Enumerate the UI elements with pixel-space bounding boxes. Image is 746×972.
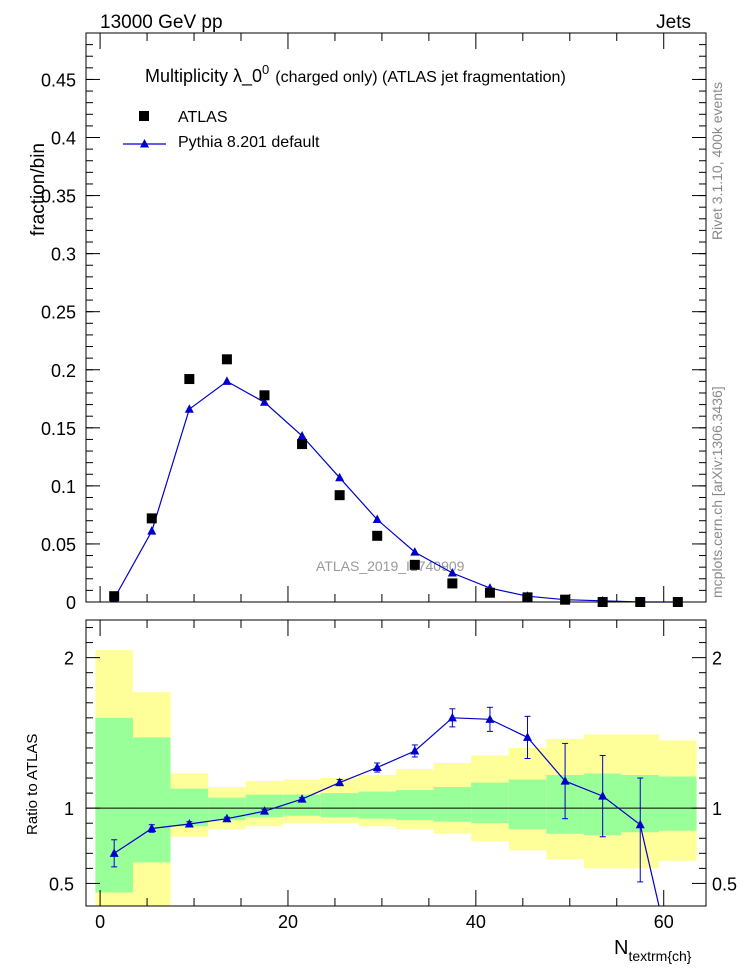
atlas-data-point — [259, 390, 270, 401]
main-y-tick-label: 0.3 — [51, 245, 76, 265]
atlas-data-point — [560, 594, 571, 605]
ratio-inner-band — [433, 787, 472, 822]
ratio-y-tick-label-right: 2 — [712, 649, 722, 669]
ratio-y-tick-label: 2 — [64, 649, 74, 669]
legend: ATLAS Pythia 8.201 default — [123, 109, 320, 151]
atlas-data-point — [484, 587, 495, 598]
main-y-tick-label: 0.25 — [41, 303, 76, 323]
main-plot-frame — [85, 32, 707, 603]
ratio-inner-band — [208, 797, 246, 821]
main-y-tick-label: 0.35 — [41, 187, 76, 207]
main-y-axis-label: fraction/bin — [28, 143, 49, 236]
atlas-data-point — [146, 513, 157, 524]
pythia-point — [184, 404, 194, 413]
atlas-data-point — [334, 490, 345, 501]
pythia-point — [222, 376, 232, 385]
ratio-series-line — [113, 717, 660, 907]
atlas-data-point — [109, 591, 120, 602]
pythia-point — [335, 472, 345, 482]
ratio-inner-band — [132, 737, 171, 863]
x-tick-label: 40 — [466, 912, 486, 932]
rivet-label: Rivet 3.1.10, 400k events — [709, 82, 725, 240]
atlas-data-point — [184, 374, 195, 385]
ratio-point — [147, 823, 157, 832]
ratio-point — [447, 712, 457, 722]
ratio-inner-band — [659, 776, 697, 831]
atlas-data-point — [221, 354, 232, 365]
ratio-y-tick-label: 0.5 — [49, 874, 74, 894]
ratio-point — [222, 813, 232, 823]
header-left-label: 13000 GeV pp — [100, 12, 223, 33]
main-y-tick-label: 0.4 — [51, 129, 76, 149]
atlas-data-point — [372, 530, 383, 541]
main-title-suffix: (charged only) (ATLAS jet fragmentation) — [275, 69, 566, 86]
ratio-inner-band — [508, 779, 547, 830]
ratio-inner-band — [320, 793, 359, 818]
ratio-point — [598, 791, 608, 800]
x-tick-label: 0 — [95, 912, 105, 932]
legend-pythia-label: Pythia 8.201 default — [178, 134, 320, 151]
atlas-data-point — [447, 578, 458, 589]
main-y-tick-label: 0.05 — [41, 535, 76, 555]
ratio-y-tick-label-right: 0.5 — [712, 874, 737, 894]
ratio-point — [560, 776, 570, 785]
main-y-tick-label: 0.1 — [51, 477, 76, 497]
ratio-inner-band — [396, 790, 434, 821]
ratio-inner-band — [283, 794, 321, 816]
pythia-point — [297, 430, 307, 440]
main-plot-panel: ATLAS_2019_I1740909 0 0.05 0.1 0.15 0.2 0.25 0… — [28, 32, 707, 613]
ratio-plot-panel: 0.5 0.51 12 20 20 40 60 Ratio to ATLAS Ntextrm… — [24, 619, 737, 964]
ratio-point — [335, 777, 345, 787]
ratio-point — [259, 806, 269, 815]
mcplots-label: mcplots.cern.ch [arXiv:1306.3436] — [709, 386, 725, 598]
ratio-inner-band — [245, 794, 284, 818]
main-y-tick-label: 0.15 — [41, 419, 76, 439]
pythia-point — [410, 547, 420, 556]
main-y-tick-label: 0 — [66, 593, 76, 613]
pythia-point — [147, 526, 157, 535]
ratio-y-tick-label-right: 1 — [712, 799, 722, 819]
ratio-point — [184, 818, 194, 828]
main-title-superscript: 0 — [262, 62, 269, 77]
main-title-text: Multiplicity λ_0 — [145, 66, 262, 87]
ratio-point — [109, 848, 119, 857]
pythia-series-line — [113, 380, 678, 603]
ratio-inner-band — [471, 782, 509, 824]
ratio-point — [372, 762, 382, 772]
ratio-y-axis-label: Ratio to ATLAS — [24, 734, 41, 835]
atlas-data-point — [297, 439, 308, 450]
watermark-label: ATLAS_2019_I1740909 — [316, 558, 465, 574]
ratio-point — [635, 819, 645, 829]
legend-atlas-label: ATLAS — [178, 109, 228, 126]
legend-atlas-marker — [139, 111, 149, 121]
ratio-point — [485, 714, 495, 723]
x-axis-label-subscript: textrm{ch} — [628, 948, 691, 964]
ratio-point — [523, 732, 533, 741]
header-right-label: Jets — [656, 12, 691, 33]
ratio-y-tick-label: 1 — [64, 799, 74, 819]
main-y-tick-label: 0.45 — [41, 70, 76, 90]
pythia-point — [447, 567, 457, 577]
x-tick-label: 60 — [654, 912, 674, 932]
pythia-point — [259, 397, 269, 406]
main-title: Multiplicity λ_00 (charged only) (ATLAS j… — [145, 62, 566, 87]
atlas-data-point — [522, 592, 533, 603]
x-tick-label: 20 — [278, 912, 298, 932]
legend-pythia-marker — [140, 139, 149, 148]
main-y-tick-label: 0.2 — [51, 361, 76, 381]
ratio-point — [410, 745, 420, 755]
x-axis-label: Ntextrm{ch} — [614, 937, 692, 964]
ratio-inner-band — [358, 791, 396, 819]
ratio-point — [297, 794, 307, 803]
svg-text:Multiplicity λ_00(charged onl: Multiplicity λ_00 (charged only) (ATLAS j… — [145, 62, 566, 87]
atlas-data-point — [409, 559, 420, 570]
pythia-point — [372, 514, 382, 524]
